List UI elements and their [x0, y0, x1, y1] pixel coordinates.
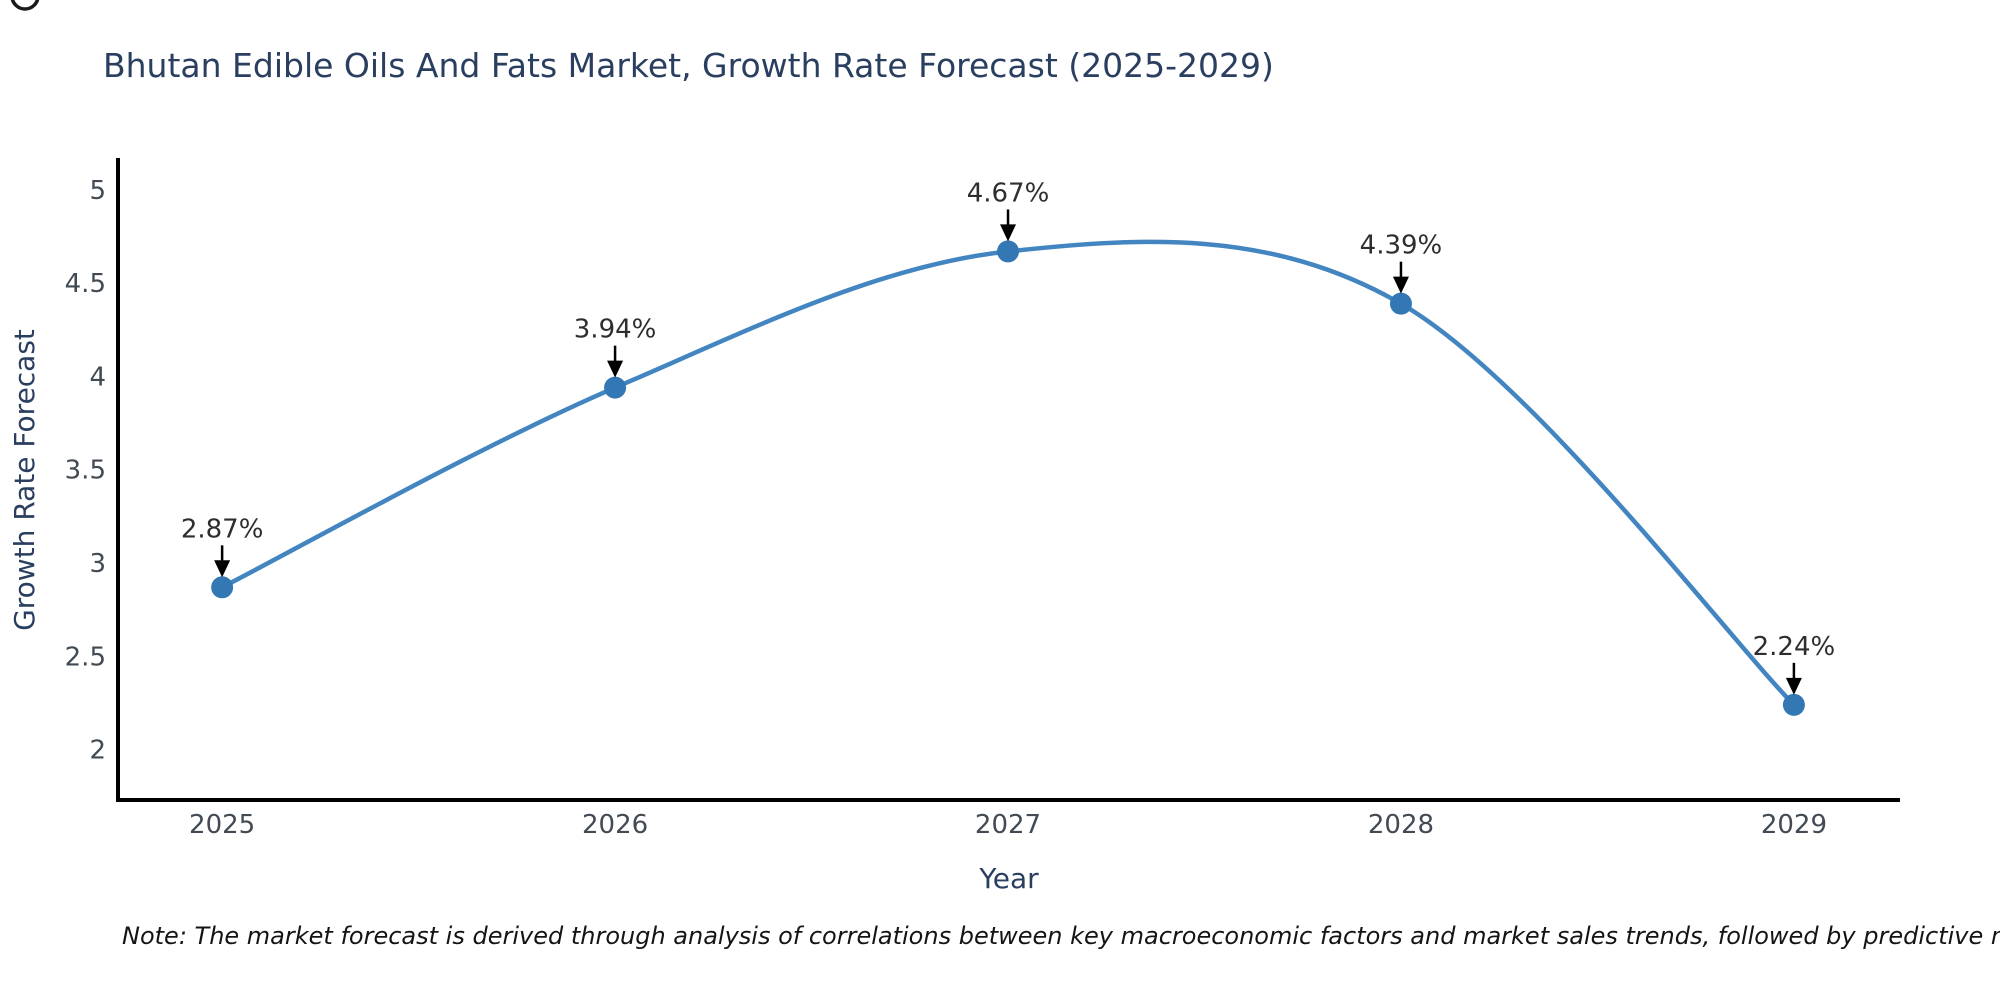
x-tick-label: 2028 [1368, 810, 1434, 840]
chart-title: Bhutan Edible Oils And Fats Market, Grow… [103, 46, 1274, 85]
x-axis-tick-labels: 2025 2026 2027 2028 2029 [189, 810, 1827, 840]
corner-artifact [10, 0, 40, 11]
annotation-label: 4.39% [1360, 231, 1443, 261]
y-tick-label: 5 [89, 176, 106, 206]
annotation-arrow-head [1392, 276, 1409, 294]
x-axis-title: Year [978, 862, 1039, 895]
x-tick-label: 2026 [582, 810, 648, 840]
y-tick-label: 3.5 [65, 456, 106, 486]
y-tick-label: 4 [89, 362, 106, 392]
x-tick-label: 2025 [189, 810, 255, 840]
y-tick-label: 2 [89, 736, 106, 766]
x-tick-label: 2029 [1761, 810, 1827, 840]
data-point-marker [1389, 292, 1412, 315]
annotation-arrow-head [1000, 224, 1017, 242]
y-tick-label: 2.5 [65, 642, 106, 672]
point-annotations: 2.87% 3.94% 4.67% 4.39% 2.24% [181, 178, 1836, 695]
data-point-marker [997, 240, 1020, 263]
annotation-label: 2.87% [181, 514, 264, 544]
y-axis-title: Growth Rate Forecast [8, 329, 41, 631]
annotation-label: 4.67% [967, 178, 1050, 208]
annotation-arrow-head [607, 360, 624, 378]
annotation-arrow-head [214, 560, 231, 578]
annotation-label: 2.24% [1753, 632, 1836, 662]
annotation-label: 3.94% [574, 315, 657, 345]
y-tick-label: 4.5 [65, 269, 106, 299]
axes [116, 158, 1900, 802]
x-tick-label: 2027 [975, 810, 1041, 840]
annotation-arrow-head [1785, 677, 1802, 695]
footnote: Note: The market forecast is derived thr… [122, 922, 2000, 950]
data-point-markers [211, 240, 1805, 716]
data-point-marker [1782, 693, 1805, 716]
data-point-marker [211, 576, 234, 599]
data-point-marker [604, 376, 627, 399]
series-line [219, 239, 1797, 708]
y-tick-label: 3 [89, 549, 106, 579]
y-axis-tick-labels: 2 2.5 3 3.5 4 4.5 5 [65, 176, 106, 766]
